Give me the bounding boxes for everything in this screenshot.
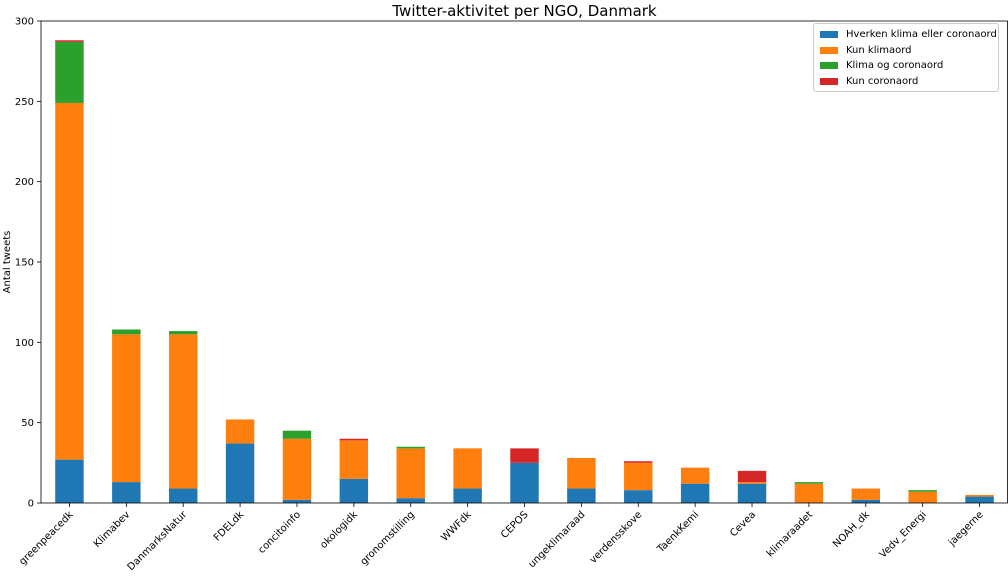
x-tick-label: NOAH_dk bbox=[831, 509, 872, 550]
bar-concitoinfo-series-0 bbox=[282, 499, 312, 503]
bar-DanmarksNatur-series-1 bbox=[168, 334, 198, 489]
y-tick-label: 150 bbox=[15, 258, 34, 269]
bar-NOAH_dk-series-0 bbox=[851, 499, 881, 503]
bar-ungeklimaraad-series-1 bbox=[567, 458, 596, 489]
x-tick-label: TaenkKemi bbox=[655, 509, 701, 555]
bar-greenpeacedk-series-1 bbox=[55, 102, 84, 460]
x-tick-label: ungeklimaraad bbox=[527, 509, 588, 570]
bar-Cevea-series-3 bbox=[737, 470, 767, 483]
bar-Cevea-series-0 bbox=[737, 483, 767, 503]
bar-concitoinfo-series-2 bbox=[282, 430, 312, 439]
y-tick-label: 250 bbox=[15, 97, 34, 108]
bar-verdensskove-series-3 bbox=[624, 461, 653, 463]
bar-TaenkKemi-series-1 bbox=[680, 467, 710, 484]
legend: Hverken klima eller coronaord Kun klimaor… bbox=[813, 23, 999, 92]
legend-swatch bbox=[820, 31, 838, 39]
legend-item: Kun coronaord bbox=[820, 74, 992, 90]
bar-TaenkKemi-series-0 bbox=[680, 483, 710, 503]
x-tick-label: WWFdk bbox=[439, 509, 474, 544]
bar-klimaraadet-series-1 bbox=[794, 483, 824, 503]
x-tick-label: gronomstilling bbox=[359, 509, 417, 567]
x-tick-label: klimaraadet bbox=[765, 509, 815, 559]
bar-WWFdk-series-0 bbox=[453, 488, 482, 503]
y-tick-label: 50 bbox=[21, 418, 34, 429]
bar-Klimabev-series-0 bbox=[112, 482, 141, 503]
bar-Klimabev-series-2 bbox=[112, 329, 141, 335]
x-tick-label: Klimabev bbox=[92, 509, 133, 550]
bar-gronomstilling-series-2 bbox=[396, 446, 425, 449]
x-tick-label: greenpeacedk bbox=[17, 509, 75, 567]
bar-ungeklimaraad-series-0 bbox=[567, 488, 596, 503]
bar-okologidk-series-1 bbox=[339, 440, 369, 479]
x-tick-label: Cevea bbox=[728, 509, 758, 539]
legend-label: Kun klimaord bbox=[846, 44, 912, 56]
x-tick-label: FDELdk bbox=[212, 509, 246, 543]
legend-item: Kun klimaord bbox=[820, 43, 992, 59]
bar-WWFdk-series-1 bbox=[453, 448, 482, 489]
legend-swatch bbox=[820, 46, 838, 54]
y-tick-label: 100 bbox=[15, 338, 34, 349]
x-tick-label: okologidk bbox=[318, 509, 360, 551]
bar-concitoinfo-series-1 bbox=[282, 438, 312, 500]
bar-FDELdk-series-1 bbox=[225, 419, 255, 444]
legend-label: Klima og coronaord bbox=[846, 60, 944, 72]
bar-greenpeacedk-series-2 bbox=[55, 41, 84, 103]
bar-FDELdk-series-0 bbox=[225, 443, 255, 503]
y-tick-label: 0 bbox=[28, 499, 34, 510]
x-tick-label: jaegerne bbox=[946, 509, 986, 549]
bar-gronomstilling-series-1 bbox=[396, 448, 425, 499]
bar-greenpeacedk-series-3 bbox=[55, 40, 84, 42]
x-tick-label: Vedv_Energi bbox=[878, 509, 929, 560]
bar-Cevea-series-1 bbox=[737, 482, 767, 484]
legend-label: Hverken klima eller coronaord bbox=[846, 29, 997, 41]
legend-swatch bbox=[820, 77, 838, 85]
x-tick-label: verdensskove bbox=[588, 509, 644, 565]
x-tick-label: concitoinfo bbox=[256, 509, 303, 556]
bar-CEPOS-series-0 bbox=[510, 462, 539, 503]
bar-CEPOS-series-3 bbox=[510, 448, 539, 463]
legend-item: Hverken klima eller coronaord bbox=[820, 27, 997, 43]
y-axis-label: Antal tweets bbox=[2, 231, 13, 294]
legend-swatch bbox=[820, 62, 838, 70]
bars-layer bbox=[55, 40, 994, 503]
bar-NOAH_dk-series-1 bbox=[851, 488, 881, 500]
bar-jaegerne-series-0 bbox=[965, 496, 994, 503]
legend-item: Klima og coronaord bbox=[820, 58, 992, 74]
bar-greenpeacedk-series-0 bbox=[55, 459, 84, 503]
bar-gronomstilling-series-0 bbox=[396, 498, 425, 503]
bar-Klimabev-series-1 bbox=[112, 334, 141, 483]
bar-klimaraadet-series-2 bbox=[794, 482, 824, 484]
bar-okologidk-series-3 bbox=[339, 438, 369, 441]
bar-okologidk-series-0 bbox=[339, 478, 369, 503]
bar-DanmarksNatur-series-2 bbox=[168, 331, 198, 335]
chart-title: Twitter-aktivitet per NGO, Danmark bbox=[391, 2, 657, 20]
y-tick-label: 200 bbox=[15, 177, 34, 188]
bar-DanmarksNatur-series-0 bbox=[168, 488, 198, 503]
x-tick-label: CEPOS bbox=[499, 509, 531, 541]
y-tick-label: 300 bbox=[15, 17, 34, 28]
bar-Vedv_Energi-series-2 bbox=[908, 490, 937, 492]
x-tick-label: DanmarksNatur bbox=[126, 509, 190, 573]
bar-Vedv_Energi-series-1 bbox=[908, 491, 937, 503]
bar-jaegerne-series-1 bbox=[965, 494, 994, 497]
legend-label: Kun coronaord bbox=[846, 75, 919, 87]
bar-verdensskove-series-0 bbox=[624, 490, 653, 503]
bar-verdensskove-series-1 bbox=[624, 462, 653, 491]
